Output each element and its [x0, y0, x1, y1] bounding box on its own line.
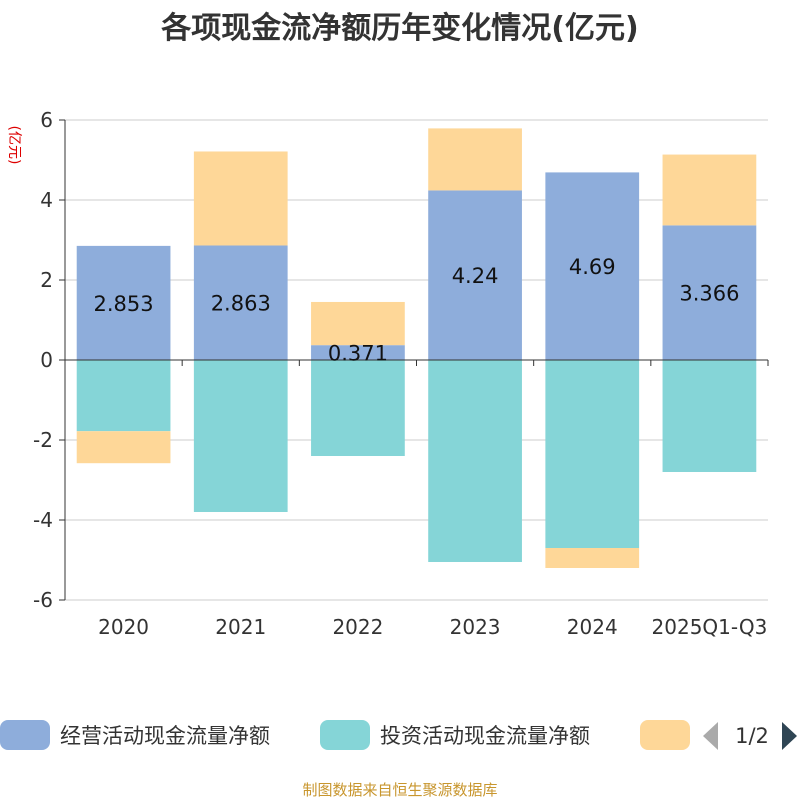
x-tick-label: 2021	[215, 615, 266, 639]
y-tick-label: 2	[40, 268, 53, 292]
x-tick-label: 2024	[567, 615, 618, 639]
legend-swatch-3	[640, 720, 690, 750]
bar-1-2023	[428, 190, 522, 360]
y-tick-label: -6	[33, 588, 53, 612]
source-note: 制图数据来自恒生聚源数据库	[302, 781, 497, 799]
bar-1-2020	[76, 245, 171, 360]
data-label: 2.853	[94, 292, 154, 316]
bar-2-2024	[545, 360, 640, 548]
data-label: 0.371	[328, 342, 388, 366]
bars-layer	[76, 128, 757, 568]
bar-2-2021	[193, 360, 288, 512]
bar-1-2021	[193, 245, 288, 360]
bar-1-2024	[545, 172, 640, 360]
y-tick-label: -4	[33, 508, 53, 532]
legend: 经营活动现金流量净额 投资活动现金流量净额 1/2	[0, 720, 797, 750]
data-label: 2.863	[211, 292, 271, 316]
y-tick-label: 4	[40, 188, 53, 212]
legend-label-2: 投资活动现金流量净额	[380, 724, 590, 748]
axes-layer: 6 4 2 0 -2 -4 -6 2020 2021 2022 2023 2024 2025Q1-Q3	[33, 108, 769, 639]
y-axis-unit: (亿元)	[6, 126, 22, 165]
legend-swatch-1	[0, 720, 50, 750]
data-label: 3.366	[679, 282, 739, 306]
bar-2-2025Q1-Q3	[662, 360, 757, 472]
data-labels-layer: 2.853 2.863 0.371 4.24 4.69 3.366	[94, 255, 740, 365]
legend-prev-icon[interactable]	[703, 722, 718, 750]
bar-3-2021	[193, 151, 288, 246]
bar-3-2023	[428, 128, 522, 191]
x-tick-label: 2020	[98, 615, 149, 639]
bar-1-2025Q1-Q3	[662, 225, 757, 360]
y-tick-label: 0	[40, 348, 53, 372]
y-tick-label: 6	[40, 108, 53, 132]
legend-label-1: 经营活动现金流量净额	[60, 724, 270, 748]
data-label: 4.24	[452, 264, 499, 288]
y-tick-label: -2	[33, 428, 53, 452]
legend-page-indicator: 1/2	[735, 724, 769, 748]
legend-swatch-2	[320, 720, 370, 750]
bar-2-2022	[311, 360, 405, 456]
bar-3-2022	[311, 301, 405, 346]
x-tick-label: 2023	[450, 615, 501, 639]
bar-2-2020	[76, 360, 171, 432]
bar-3-2024	[545, 548, 640, 568]
x-tick-label: 2025Q1-Q3	[652, 615, 768, 639]
grid-lines	[65, 119, 768, 601]
legend-next-icon[interactable]	[782, 722, 797, 750]
data-label: 4.69	[569, 255, 616, 279]
bar-3-2025Q1-Q3	[662, 154, 757, 226]
bar-2-2023	[428, 360, 522, 562]
chart-title: 各项现金流净额历年变化情况(亿元)	[160, 11, 638, 46]
bar-3-2020	[76, 431, 171, 464]
x-tick-label: 2022	[332, 615, 383, 639]
bar-1-2022	[311, 345, 405, 360]
